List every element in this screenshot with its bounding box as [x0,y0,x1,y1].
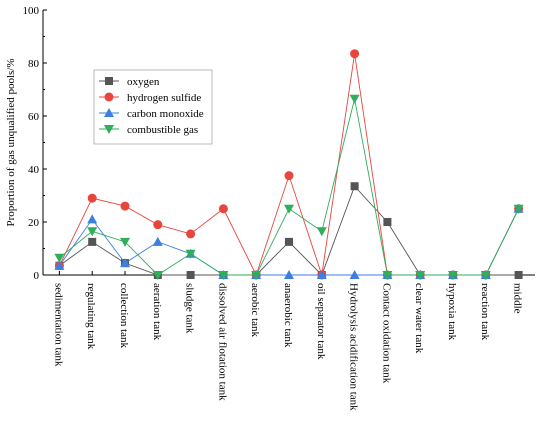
x-tick-label: hypoxia tank [446,283,458,341]
x-tick-label: sedimentation tank [52,283,64,367]
data-point-3-7 [284,204,294,214]
data-point-3-13 [480,271,491,280]
x-tick-label: dissolved air flotation tank [216,283,228,401]
x-tick-label: clear water tank [413,283,425,354]
data-point-2-2 [120,258,130,268]
x-tick-label: reaction tank [479,283,491,341]
data-point-3-1 [87,227,98,237]
data-point-1-2 [120,201,130,211]
data-point-0-9 [350,182,359,191]
data-point-2-7 [284,270,294,279]
legend-marker [104,108,114,117]
x-tick-label: collection tank [118,283,130,349]
data-point-1-3 [153,220,163,230]
data-point-2-8 [316,270,327,279]
data-point-0-7 [285,237,293,246]
x-tick-label: middle [512,283,524,314]
data-point-1-5 [218,204,228,214]
y-axis-label: Proportion of gas unqualified pools/% [5,58,17,226]
y-tick-label: 20 [28,217,40,229]
data-point-3-11 [415,271,426,280]
x-tick-label: aerobic tank [249,283,261,338]
data-point-2-3 [152,236,163,246]
legend-label: carbon monoxide [127,108,204,120]
data-point-0-1 [88,237,97,246]
data-point-3-10 [382,271,393,280]
y-tick-label: 60 [28,111,40,123]
legend-box [93,69,213,145]
data-point-1-4 [186,229,196,239]
x-tick-label: anaerobic tank [282,283,294,348]
data-point-0-4 [186,271,195,279]
data-point-2-1 [87,214,98,224]
data-point-3-12 [448,271,458,280]
x-tick-label: aeration tank [151,283,163,341]
x-tick-label: Contact oxidation tank [380,283,392,384]
data-point-1-1 [87,193,97,203]
y-tick-label: 0 [34,270,40,282]
data-point-3-8 [316,227,327,237]
y-tick-label: 100 [23,5,40,17]
data-point-2-9 [349,270,360,279]
data-point-3-9 [349,94,360,104]
x-tick-label: regulating tank [85,283,97,350]
legend-label: hydrogen sulfide [127,92,201,104]
data-point-3-0 [54,253,65,263]
x-tick-label: sludge tank [184,283,196,334]
y-tick-label: 80 [28,58,40,70]
legend-label: combustible gas [127,124,198,136]
data-point-3-6 [251,271,262,280]
legend-label: oxygen [127,76,160,88]
data-point-3-14 [513,204,524,214]
data-point-1-7 [284,171,294,181]
legend-marker [104,125,114,134]
legend-marker [105,77,113,85]
data-point-3-5 [218,271,229,280]
data-point-3-2 [120,237,130,247]
x-tick-label: Hydrolysis acidification tank [348,283,360,411]
data-point-2-0 [54,260,65,270]
x-tick-label: oil separator tank [315,283,327,360]
data-point-0-10 [383,218,392,226]
legend-marker [104,92,114,102]
y-tick-label: 40 [28,164,40,176]
data-point-3-4 [185,249,196,259]
data-point-1-9 [350,49,360,59]
data-point-0-14 [514,271,523,279]
data-point-3-3 [152,271,163,280]
